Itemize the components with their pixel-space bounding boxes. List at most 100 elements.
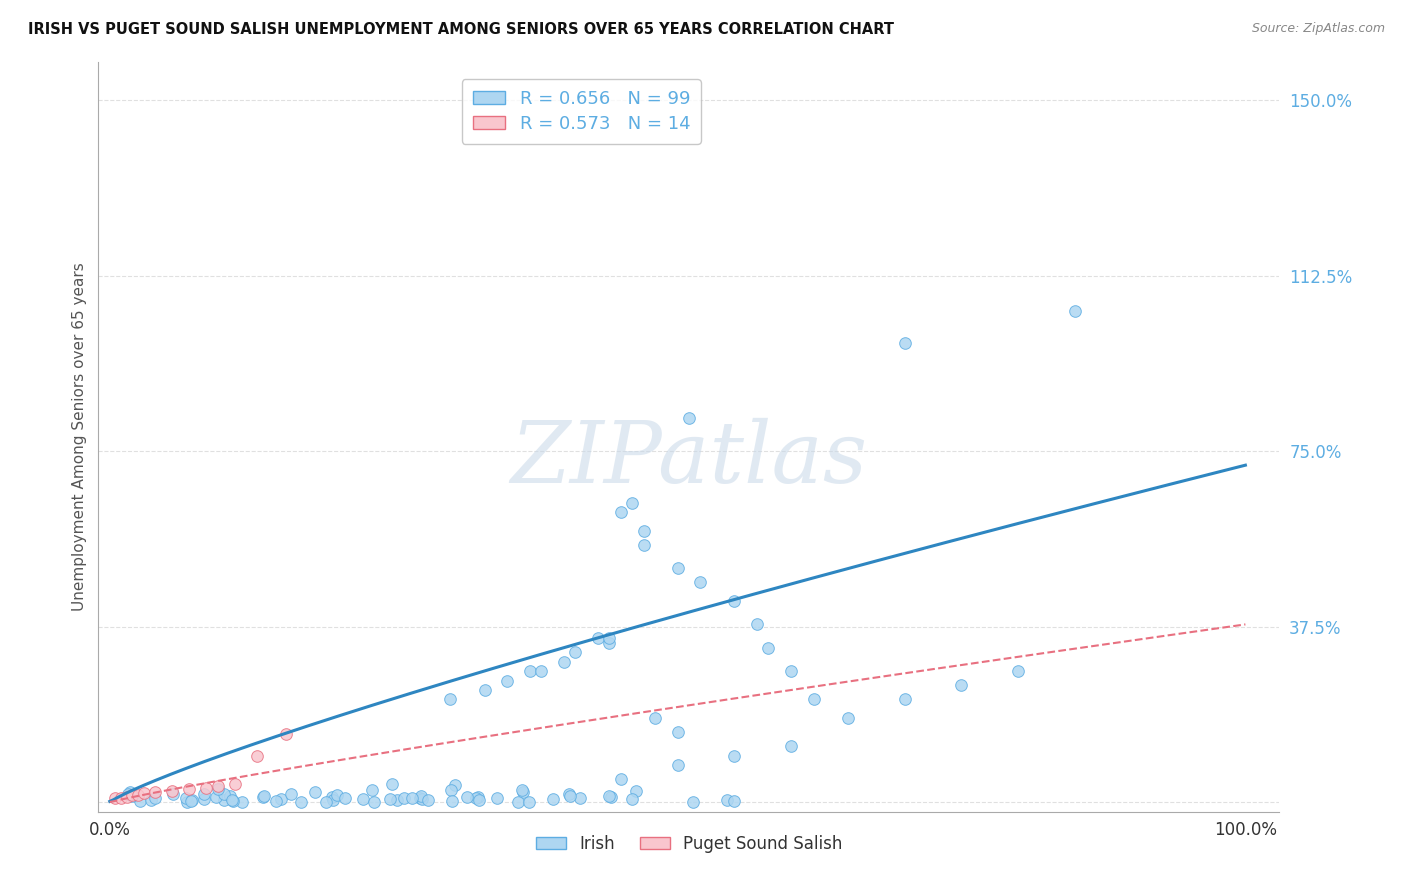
Point (321, 789, 343, 804)
Point (599, 789, 621, 804)
Point (143, 785, 166, 799)
Point (252, 790, 274, 805)
Point (381, 777, 404, 791)
Point (204, 790, 226, 805)
Point (195, 781, 218, 796)
Point (689, 575, 711, 590)
Point (678, 411, 700, 425)
Point (568, 791, 591, 805)
Point (222, 794, 245, 808)
Point (586, 632, 609, 646)
Point (610, 505, 633, 519)
Text: Source: ZipAtlas.com: Source: ZipAtlas.com (1251, 22, 1385, 36)
Point (633, 524, 655, 538)
Point (1007, 664, 1029, 679)
Point (409, 790, 432, 805)
Point (517, 795, 540, 809)
Point (207, 779, 229, 793)
Point (837, 711, 859, 725)
Point (322, 793, 344, 807)
Point (467, 789, 489, 804)
Text: IRISH VS PUGET SOUND SALISH UNEMPLOYMENT AMONG SENIORS OVER 65 YEARS CORRELATION: IRISH VS PUGET SOUND SALISH UNEMPLOYMENT… (28, 22, 894, 37)
Point (745, 617, 768, 632)
Point (439, 692, 461, 706)
Point (621, 496, 644, 510)
Point (264, 794, 287, 808)
Point (110, 790, 132, 805)
Point (723, 594, 745, 608)
Point (621, 792, 644, 806)
Point (270, 792, 292, 806)
Point (1064, 303, 1087, 318)
Point (512, 785, 534, 799)
Point (280, 787, 302, 801)
Point (418, 792, 440, 806)
Point (143, 791, 166, 805)
Point (141, 793, 163, 807)
Point (315, 795, 337, 809)
Point (352, 791, 374, 805)
Point (541, 792, 564, 806)
Y-axis label: Unemployment Among Seniors over 65 years: Unemployment Among Seniors over 65 years (72, 263, 87, 611)
Point (716, 792, 738, 806)
Point (564, 646, 586, 660)
Point (440, 794, 463, 808)
Point (253, 789, 276, 803)
Point (385, 793, 408, 807)
Legend: Irish, Puget Sound Salish: Irish, Puget Sound Salish (529, 829, 849, 860)
Point (132, 786, 155, 800)
Point (333, 790, 356, 805)
Point (218, 789, 240, 804)
Point (666, 758, 689, 772)
Point (104, 790, 127, 805)
Point (224, 776, 246, 791)
Point (803, 692, 825, 706)
Point (274, 727, 297, 741)
Point (510, 783, 533, 797)
Text: ZIPatlas: ZIPatlas (510, 418, 868, 501)
Point (467, 793, 489, 807)
Point (496, 673, 519, 688)
Point (598, 636, 620, 650)
Point (780, 664, 803, 679)
Point (682, 795, 704, 809)
Point (610, 772, 633, 786)
Point (290, 795, 312, 809)
Point (530, 664, 553, 679)
Point (440, 783, 463, 797)
Point (950, 678, 973, 692)
Point (231, 795, 253, 809)
Point (758, 640, 780, 655)
Point (179, 782, 201, 797)
Point (121, 789, 143, 803)
Point (598, 632, 620, 646)
Point (193, 792, 215, 806)
Point (361, 783, 384, 797)
Point (893, 692, 915, 706)
Point (633, 538, 655, 552)
Point (207, 781, 229, 796)
Point (723, 748, 745, 763)
Point (409, 789, 432, 803)
Point (560, 789, 582, 804)
Point (212, 787, 235, 801)
Point (128, 794, 150, 808)
Point (723, 794, 745, 808)
Point (553, 655, 575, 669)
Point (506, 795, 529, 809)
Point (519, 664, 541, 679)
Point (162, 787, 184, 801)
Point (893, 336, 915, 351)
Point (117, 787, 139, 801)
Point (465, 791, 488, 805)
Point (193, 787, 215, 801)
Point (666, 725, 689, 739)
Point (485, 790, 508, 805)
Point (644, 711, 666, 725)
Point (115, 789, 138, 804)
Point (221, 792, 243, 806)
Point (118, 785, 141, 799)
Point (598, 789, 620, 804)
Point (212, 793, 235, 807)
Point (176, 795, 198, 809)
